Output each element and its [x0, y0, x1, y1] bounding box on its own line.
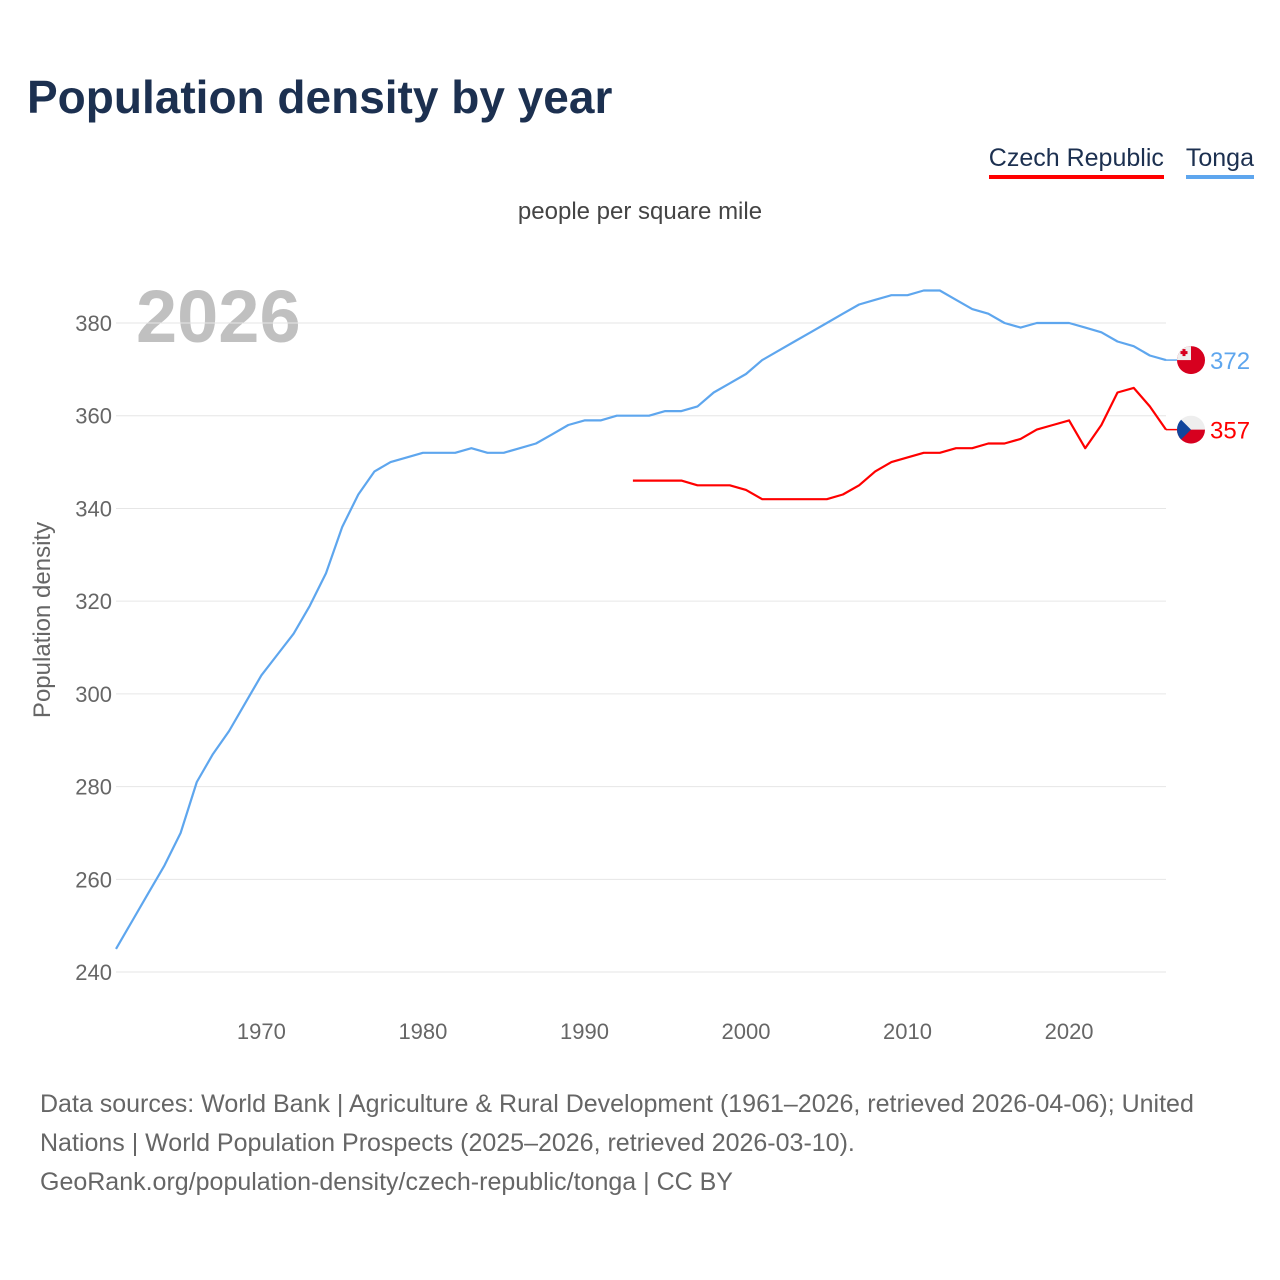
x-tick-label: 2020 [1045, 1019, 1094, 1044]
x-tick-label: 2010 [883, 1019, 932, 1044]
x-tick-label: 1980 [398, 1019, 447, 1044]
tonga-flag-icon [1177, 346, 1205, 375]
x-tick-label: 1970 [237, 1019, 286, 1044]
year-watermark: 2026 [136, 275, 301, 358]
y-tick-label: 380 [75, 311, 112, 336]
y-tick-label: 320 [75, 589, 112, 614]
x-tick-label: 1990 [560, 1019, 609, 1044]
y-tick-label: 280 [75, 775, 112, 800]
end-value-label: 357 [1210, 418, 1250, 445]
legend-item-czech-republic[interactable]: Czech Republic [988, 144, 1164, 179]
legend: Czech Republic Tonga [988, 144, 1254, 179]
y-tick-label: 340 [75, 496, 112, 521]
legend-item-tonga[interactable]: Tonga [1185, 144, 1254, 179]
y-tick-label: 240 [75, 960, 112, 985]
y-tick-label: 260 [75, 867, 112, 892]
chart-title: Population density by year [27, 71, 613, 123]
series-line-tonga[interactable] [115, 289, 1167, 950]
y-axis-label: Population density [29, 522, 56, 718]
y-tick-label: 300 [75, 682, 112, 707]
source-link[interactable]: GeoRank.org/population-density/czech-rep… [40, 1168, 733, 1196]
chart-subtitle: people per square mile [517, 198, 763, 225]
x-tick-label: 2000 [722, 1019, 771, 1044]
czech-flag-icon [1177, 415, 1205, 444]
y-tick-label: 360 [75, 404, 112, 429]
end-value-label: 372 [1210, 348, 1250, 375]
series-line-czech-republic[interactable] [632, 386, 1167, 501]
data-sources: Data sources: World Bank | Agriculture &… [40, 1090, 1194, 1157]
footer: Data sources: World Bank | Agriculture &… [40, 1085, 1250, 1202]
